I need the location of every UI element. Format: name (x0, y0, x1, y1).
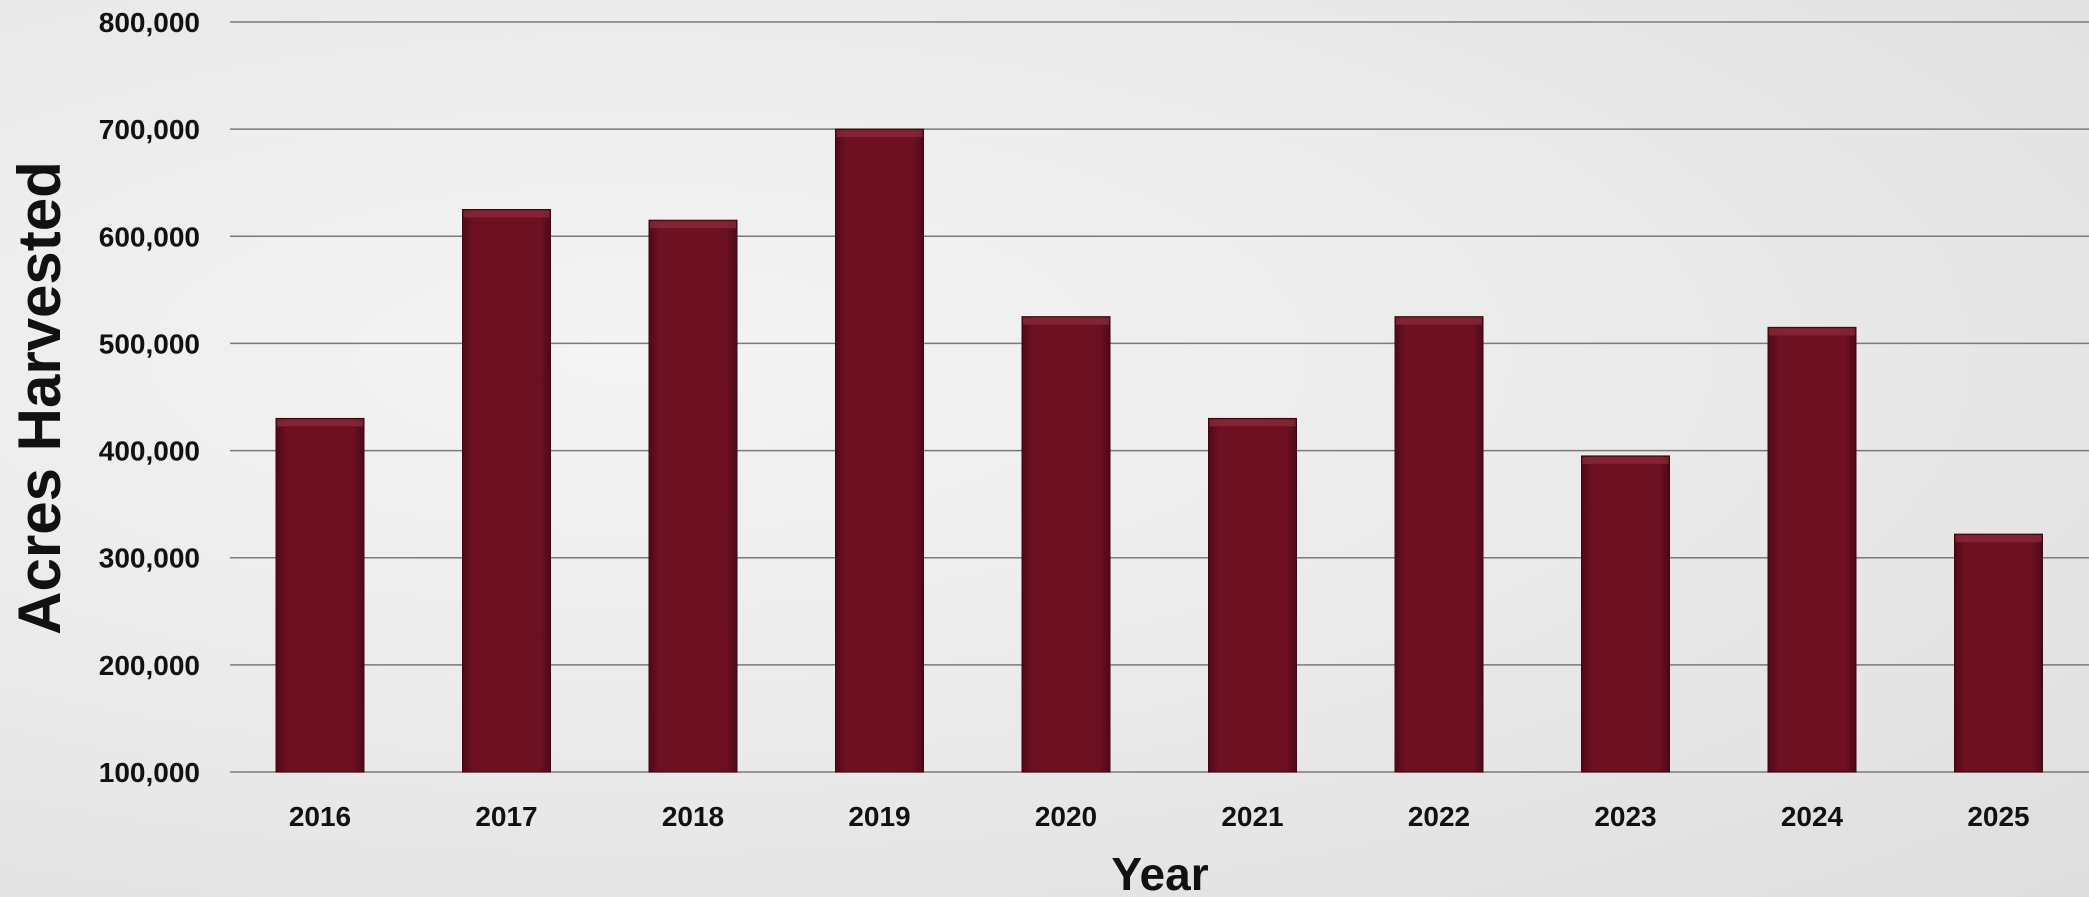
y-tick-label: 200,000 (99, 650, 200, 681)
x-tick-label: 2022 (1408, 801, 1470, 832)
bar-top-highlight (1955, 535, 2042, 543)
x-tick-label: 2017 (475, 801, 537, 832)
bar-top-highlight (1209, 419, 1296, 427)
bar (1021, 316, 1111, 773)
x-tick-label: 2019 (848, 801, 910, 832)
y-tick-label: 700,000 (99, 114, 200, 145)
y-tick-label: 300,000 (99, 543, 200, 574)
y-tick-label: 800,000 (99, 7, 200, 38)
x-axis-title: Year (1111, 848, 1208, 897)
bar (1581, 455, 1670, 773)
bar-top-highlight (463, 210, 550, 218)
bar (648, 219, 738, 773)
bar (1394, 316, 1484, 773)
y-tick-label: 600,000 (99, 221, 200, 252)
x-tick-label: 2016 (289, 801, 351, 832)
y-tick-label: 100,000 (99, 757, 200, 788)
bar-top-highlight (1769, 328, 1855, 336)
bars (275, 128, 2043, 773)
y-tick-label: 400,000 (99, 436, 200, 467)
x-axis-tick-labels: 2016 2017 2018 2019 2020 2021 2022 2023 2024 2025 (289, 801, 2030, 832)
bar-top-highlight (1582, 456, 1669, 464)
bar (1208, 417, 1297, 773)
bar (462, 209, 551, 773)
x-tick-label: 2025 (1967, 801, 2029, 832)
x-tick-label: 2018 (662, 801, 724, 832)
bar-top-highlight (277, 419, 363, 427)
bar (1767, 326, 1857, 773)
bar (1954, 533, 2043, 773)
bar-top-highlight (650, 221, 736, 229)
bar (835, 128, 924, 773)
x-tick-label: 2021 (1221, 801, 1283, 832)
y-axis-tick-labels: 100,000 200,000 300,000 400,000 500,000 600,0… (99, 7, 200, 788)
bar-top-highlight (1023, 317, 1109, 325)
y-axis-title: Acres Harvested (6, 161, 73, 635)
x-tick-label: 2020 (1035, 801, 1097, 832)
bar-top-highlight (836, 130, 923, 138)
bar (275, 417, 365, 773)
bar-top-highlight (1396, 317, 1482, 325)
x-tick-label: 2023 (1594, 801, 1656, 832)
x-tick-label: 2024 (1781, 801, 1844, 832)
y-tick-label: 500,000 (99, 328, 200, 359)
